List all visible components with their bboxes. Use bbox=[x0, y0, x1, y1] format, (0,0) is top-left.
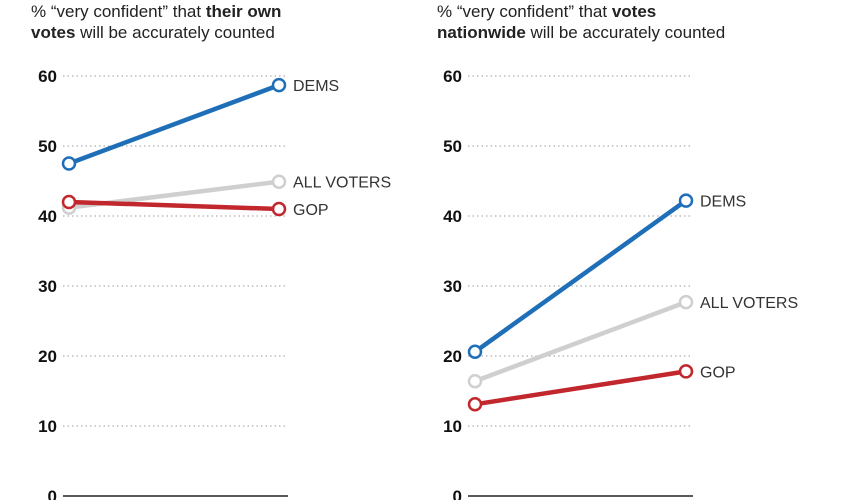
right-series-line-gop bbox=[472, 369, 689, 407]
left-ytick-label-60: 60 bbox=[38, 67, 57, 86]
left-point-dems-0 bbox=[61, 156, 77, 171]
left-point-gop-0 bbox=[61, 194, 77, 210]
right-point-gop-1 bbox=[678, 364, 694, 379]
right-title-bold1: votes bbox=[611, 2, 657, 21]
right-series-label-all: ALL VOTERS bbox=[700, 295, 798, 312]
right-ytick-label-60: 60 bbox=[443, 67, 462, 86]
right-ytick-label-10: 10 bbox=[443, 417, 462, 436]
left-ytick-label-0: 0 bbox=[48, 487, 57, 500]
left-point-all-1 bbox=[271, 174, 287, 189]
left-ytick-label-40: 40 bbox=[38, 207, 57, 226]
left-panel-title: % “very confident” that their own votes … bbox=[31, 1, 361, 43]
left-point-dems-1 bbox=[271, 77, 287, 93]
right-series-line-all bbox=[472, 299, 689, 384]
left-ytick-label-20: 20 bbox=[38, 347, 57, 366]
left-point-gop-1 bbox=[271, 201, 287, 217]
right-point-dems-0 bbox=[467, 344, 483, 360]
right-title-pre: % “very confident” that bbox=[437, 2, 612, 21]
left-series-line-dems bbox=[66, 82, 282, 166]
left-ytick-label-30: 30 bbox=[38, 277, 57, 296]
right-point-gop-0 bbox=[467, 397, 483, 412]
right-point-all-0 bbox=[467, 373, 483, 389]
right-title-post: will be accurately counted bbox=[525, 23, 726, 42]
left-ytick-label-10: 10 bbox=[38, 417, 57, 436]
left-title-post: will be accurately counted bbox=[75, 23, 275, 42]
right-ytick-label-20: 20 bbox=[443, 347, 462, 366]
right-ytick-label-50: 50 bbox=[443, 137, 462, 156]
right-series-line-dems bbox=[472, 198, 689, 355]
right-title-bold2: nationwide bbox=[437, 23, 526, 42]
right-series-label-dems: DEMS bbox=[700, 194, 746, 211]
left-series-label-dems: DEMS bbox=[293, 78, 339, 95]
right-ytick-label-30: 30 bbox=[443, 277, 462, 296]
right-series-label-gop: GOP bbox=[700, 364, 736, 381]
left-ytick-label-50: 50 bbox=[38, 137, 57, 156]
left-series-label-gop: GOP bbox=[293, 202, 329, 219]
right-panel-title: % “very confident” that votes nationwide… bbox=[437, 1, 797, 43]
left-series-label-all: ALL VOTERS bbox=[293, 175, 391, 192]
left-title-bold1: their own bbox=[205, 2, 282, 21]
right-ytick-label-40: 40 bbox=[443, 207, 462, 226]
right-point-all-1 bbox=[678, 294, 694, 310]
right-point-dems-1 bbox=[678, 193, 694, 208]
left-series-line-gop bbox=[66, 199, 282, 212]
right-ytick-label-0: 0 bbox=[453, 487, 462, 500]
left-title-pre: % “very confident” that bbox=[31, 2, 206, 21]
left-title-bold2: votes bbox=[31, 23, 76, 42]
